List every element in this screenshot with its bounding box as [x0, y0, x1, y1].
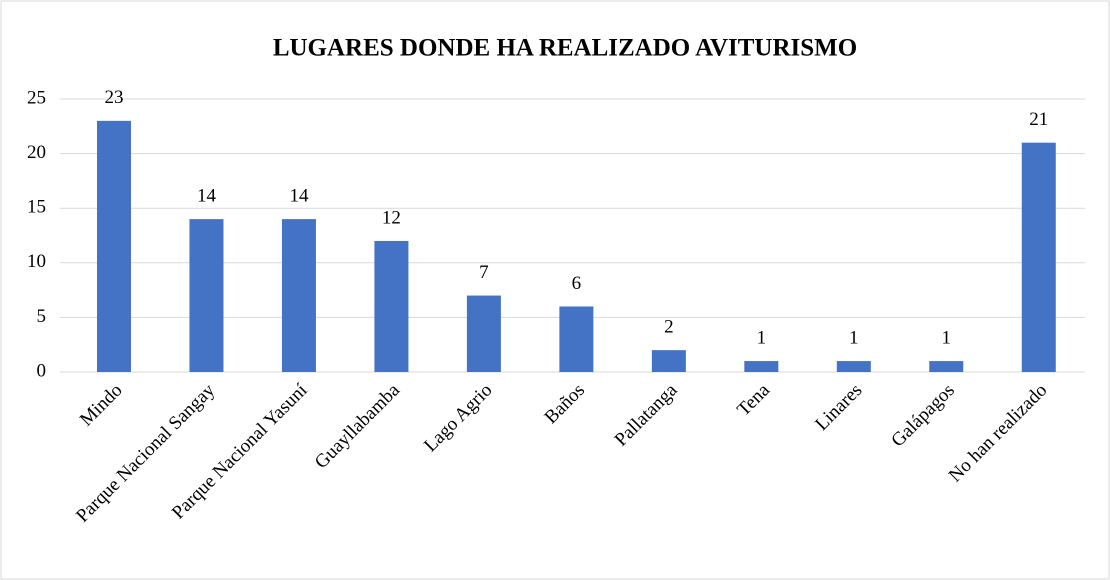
y-tick-label: 15 [27, 197, 46, 218]
bar [281, 219, 316, 372]
y-tick-label: 25 [27, 87, 46, 108]
value-label: 23 [104, 87, 123, 108]
bar [189, 219, 224, 372]
y-tick-label: 5 [37, 306, 47, 327]
bar [836, 361, 871, 372]
value-label: 6 [572, 273, 582, 294]
value-label: 7 [479, 262, 489, 283]
bar [559, 306, 594, 372]
bar [96, 120, 131, 372]
bar [374, 240, 409, 372]
value-label: 1 [757, 327, 767, 348]
y-tick-label: 20 [27, 142, 46, 163]
bar [744, 361, 779, 372]
y-tick-label: 10 [27, 251, 46, 272]
bar [466, 295, 501, 372]
value-label: 14 [289, 185, 309, 206]
value-label: 14 [197, 185, 217, 206]
chart-title: LUGARES DONDE HA REALIZADO AVITURISMO [273, 35, 857, 62]
value-label: 21 [1029, 109, 1048, 130]
bar [929, 361, 964, 372]
value-label: 1 [942, 327, 952, 348]
bar [1021, 142, 1056, 372]
y-tick-label: 0 [37, 360, 47, 381]
value-label: 2 [664, 317, 674, 338]
value-label: 12 [382, 207, 401, 228]
value-label: 1 [849, 327, 859, 348]
bar [651, 350, 686, 372]
